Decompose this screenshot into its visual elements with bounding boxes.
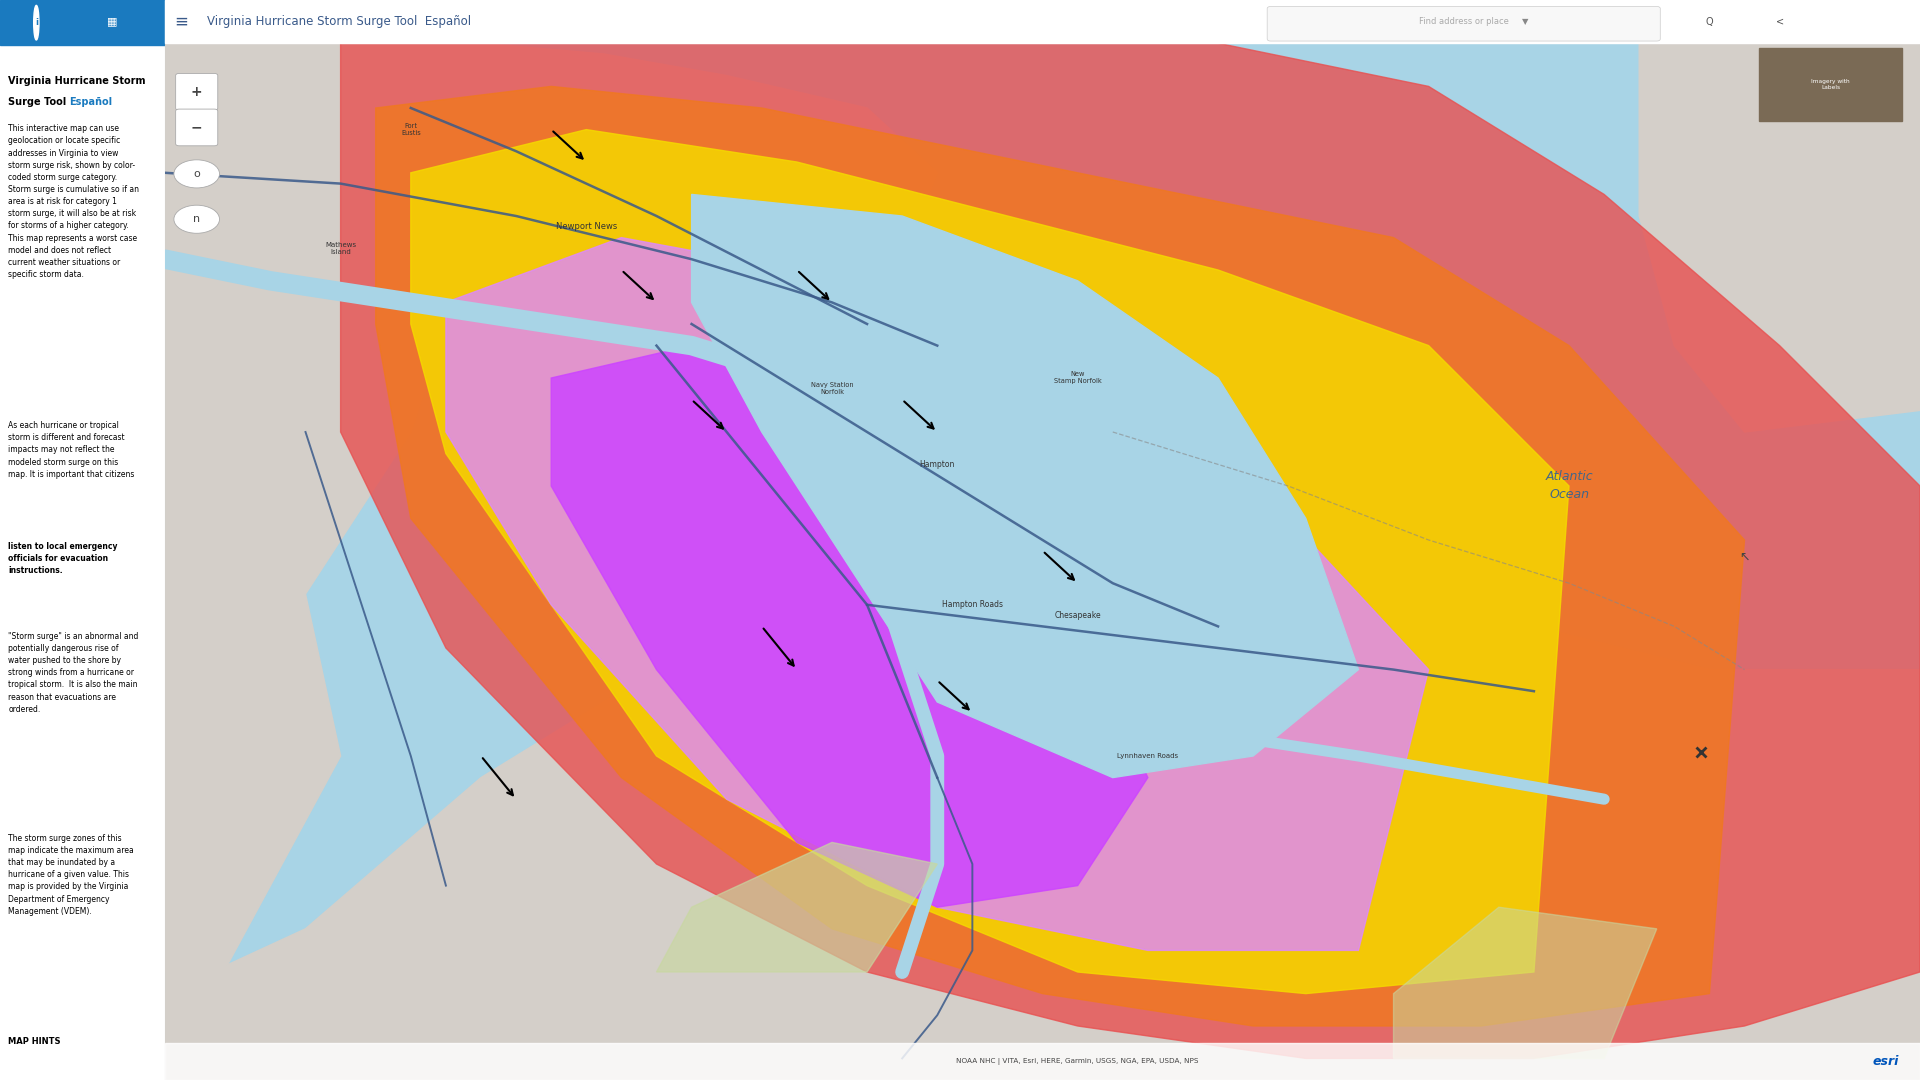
Text: Surge Tool: Surge Tool (8, 97, 69, 107)
Text: NOAA NHC | VITA, Esri, HERE, Garmin, USGS, NGA, EPA, USDA, NPS: NOAA NHC | VITA, Esri, HERE, Garmin, USG… (956, 1058, 1198, 1065)
Text: −: − (190, 121, 202, 134)
Text: New
Stamp Norfolk: New Stamp Norfolk (1054, 372, 1102, 384)
Text: 13newsnow.com: 13newsnow.com (36, 58, 129, 69)
Text: Mathews
Island: Mathews Island (324, 242, 357, 255)
Polygon shape (165, 43, 516, 259)
Text: Imagery with
Labels: Imagery with Labels (1811, 79, 1849, 90)
Polygon shape (165, 540, 340, 1080)
Text: Lynnhaven Roads: Lynnhaven Roads (1117, 753, 1179, 759)
Polygon shape (657, 842, 937, 972)
Text: "Storm surge" is an abnormal and
potentially dangerous rise of
water pushed to t: "Storm surge" is an abnormal and potenti… (8, 632, 138, 714)
Polygon shape (340, 43, 1920, 1058)
FancyBboxPatch shape (175, 109, 217, 146)
Polygon shape (1394, 907, 1657, 1058)
Text: Virginia Hurricane Storm: Virginia Hurricane Storm (8, 76, 146, 85)
Text: o: o (194, 168, 200, 179)
Text: i: i (35, 18, 38, 27)
Polygon shape (411, 130, 1569, 994)
Text: As each hurricane or tropical
storm is different and forecast
impacts may not re: As each hurricane or tropical storm is d… (8, 421, 134, 478)
Polygon shape (551, 346, 1148, 907)
Text: Atlantic
Ocean: Atlantic Ocean (1546, 471, 1594, 501)
Text: Q: Q (1705, 16, 1713, 27)
Polygon shape (445, 238, 1428, 950)
Text: +: + (190, 85, 202, 98)
FancyBboxPatch shape (175, 73, 217, 110)
Polygon shape (165, 518, 1920, 1080)
Bar (165, 1043, 1920, 1080)
Polygon shape (165, 43, 445, 972)
Text: n: n (194, 214, 200, 225)
Text: Español: Español (69, 97, 113, 107)
Text: Fort
Eustis: Fort Eustis (401, 123, 420, 136)
Text: ▼: ▼ (1523, 17, 1528, 26)
Text: Chesapeake: Chesapeake (1054, 611, 1100, 620)
Text: Newport News: Newport News (555, 222, 616, 231)
Text: listen to local emergency
officials for evacuation
instructions.: listen to local emergency officials for … (8, 542, 117, 576)
FancyBboxPatch shape (1267, 6, 1661, 41)
Circle shape (35, 5, 38, 40)
Text: ≡: ≡ (175, 13, 188, 30)
Polygon shape (691, 194, 1359, 778)
Text: ↖: ↖ (1740, 551, 1749, 564)
Circle shape (175, 160, 219, 188)
Bar (165, 0, 1920, 43)
Text: esri: esri (1872, 1055, 1899, 1068)
Polygon shape (165, 0, 428, 270)
Text: Hampton: Hampton (920, 460, 954, 469)
Text: Hampton Roads: Hampton Roads (943, 600, 1002, 609)
Text: The storm surge zones of this
map indicate the maximum area
that may be inundate: The storm surge zones of this map indica… (8, 834, 134, 916)
Polygon shape (376, 86, 1745, 1026)
Text: MAP HINTS: MAP HINTS (8, 1037, 61, 1045)
Text: Find address or place: Find address or place (1419, 17, 1509, 26)
Text: This interactive map can use
geolocation or locate specific
addresses in Virgini: This interactive map can use geolocation… (8, 124, 140, 279)
Bar (0, 0, 165, 45)
Circle shape (175, 205, 219, 233)
Bar (1759, 48, 1903, 121)
Polygon shape (376, 43, 937, 367)
Polygon shape (165, 810, 1920, 1080)
Text: Navy Station
Norfolk: Navy Station Norfolk (810, 382, 852, 395)
Text: Virginia Hurricane Storm Surge Tool  Español: Virginia Hurricane Storm Surge Tool Espa… (207, 15, 472, 28)
Text: <: < (1776, 16, 1784, 27)
Polygon shape (1640, 43, 1920, 432)
Text: ▦: ▦ (108, 16, 117, 27)
